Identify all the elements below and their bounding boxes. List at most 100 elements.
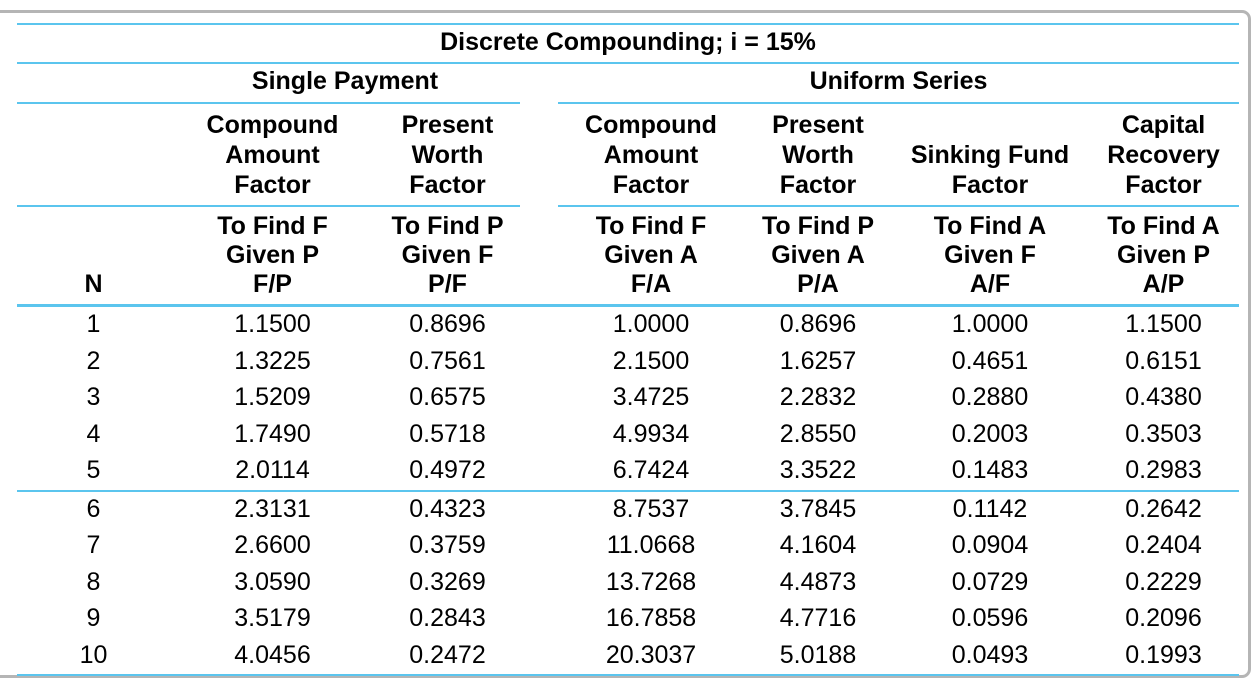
factor-header-fp: Compound Amount Factor [170,103,375,207]
cell-value: 0.2880 [951,383,1029,411]
cell-value: 3.7845 [779,494,857,523]
cell-value: 0.1142 [952,494,1028,523]
cell-value: 1.5209 [234,383,311,411]
cell-value: 0.0904 [951,531,1029,559]
cell-value: 0.2003 [951,419,1029,448]
table-row: 2 1.3225 0.7561 2.1500 1.6257 0.4651 0.6151 [17,344,1239,381]
cell-value: 0.0729 [951,567,1029,596]
cell-n: 5 [17,453,170,492]
cell-value: 2.6600 [234,531,311,559]
cell-value: 0.0493 [892,637,1088,676]
cell-value: 0.1483 [892,453,1088,492]
cell-value: 0.3269 [409,567,486,596]
cell-value: 2.0114 [170,453,375,492]
cell-n: 9 [86,604,101,632]
cell-value: 0.2472 [375,637,520,676]
find-gap [520,206,558,307]
compound-interest-table: Discrete Compounding; i = 15% Single Pay… [17,23,1240,676]
cell-value: 11.0668 [606,531,696,559]
cell-value: 2.3131 [234,494,311,523]
cell-value: 0.8696 [779,310,857,338]
factor-header-af: Sinking Fund Factor [892,103,1088,207]
cell-gap [520,637,558,676]
cell-value: 0.4323 [409,494,486,523]
to-find-row: N To Find F Given P F/P To Find P Given … [17,206,1240,307]
find-header-pf: To Find P Given F P/F [375,206,520,307]
cell-gap [520,528,558,565]
cell-value: 3.3522 [744,453,892,492]
cell-value: 2.1500 [612,346,690,375]
cell-value: 3.0590 [234,567,311,596]
cell-value: 0.2983 [1088,453,1240,492]
cell-n: 1 [86,310,101,338]
cell-gap [520,380,558,417]
factor-header-n-blank [17,103,170,207]
group-header-uniform-series: Uniform Series [558,63,1240,104]
factor-name-row: Compound Amount Factor Present Worth Fac… [17,103,1240,207]
group-header-single-payment: Single Payment [170,63,520,104]
factor-header-pf: Present Worth Factor [375,103,520,207]
cell-value: 1.6257 [779,346,857,375]
cell-n: 10 [17,637,170,676]
cell-n: 8 [86,567,101,596]
cell-value: 0.3503 [1125,419,1202,448]
table-row: 3 1.5209 0.6575 3.4725 2.2832 0.2880 0.4380 [17,380,1239,417]
factor-header-pa: Present Worth Factor [744,103,892,207]
cell-value: 0.0596 [951,604,1029,632]
table-row: 4 1.7490 0.5718 4.9934 2.8550 0.2003 0.3503 [17,417,1239,454]
cell-value: 2.8550 [779,419,857,448]
table-row: 7 2.6600 0.3759 11.0668 4.1604 0.0904 0.2404 [17,528,1239,565]
cell-value: 5.0188 [744,637,892,676]
group-header-n-underline [17,63,170,104]
table-row: 8 3.0590 0.3269 13.7268 4.4873 0.0729 0.2229 [17,565,1239,602]
cell-value: 0.5718 [409,419,486,448]
cell-value: 8.7537 [612,494,690,523]
factor-header-fa: Compound Amount Factor [558,103,744,207]
group-gap [520,63,558,103]
find-header-fa: To Find F Given A F/A [558,206,744,307]
cell-n: 6 [86,494,101,523]
cell-value: 0.4380 [1125,383,1202,411]
cell-value: 1.7490 [234,419,311,448]
cell-n: 2 [86,346,101,375]
cell-value: 0.4972 [375,453,520,492]
column-header-n: N [17,206,170,307]
cell-value: 3.5179 [234,604,311,632]
find-header-ap: To Find A Given P A/P [1088,206,1240,307]
cell-value: 4.7716 [779,604,857,632]
cell-value: 4.4873 [779,567,857,596]
cell-value: 1.3225 [234,346,311,375]
cell-gap [520,306,558,344]
table-row: 9 3.5179 0.2843 16.7858 4.7716 0.0596 0.2096 [17,601,1239,638]
factor-header-ap: Capital Recovery Factor [1088,103,1240,207]
cell-gap [520,417,558,454]
cell-value: 1.0000 [951,310,1029,338]
find-header-fp: To Find F Given P F/P [170,206,375,307]
cell-value: 0.6151 [1125,346,1202,375]
cell-value: 0.4651 [951,346,1029,375]
find-header-af: To Find A Given F A/F [892,206,1088,307]
cell-value: 1.0000 [612,310,690,338]
table-row: 10 4.0456 0.2472 20.3037 5.0188 0.0493 0.1993 [17,637,1240,676]
cell-gap [520,453,558,492]
cell-value: 4.0456 [170,637,375,676]
cell-value: 0.6575 [409,383,486,411]
cell-value: 0.2096 [1125,604,1202,632]
title-row: Discrete Compounding; i = 15% [17,23,1240,64]
cell-value: 6.7424 [558,453,744,492]
group-header-row: Single Payment Uniform Series [17,63,1240,104]
cell-gap [520,601,558,638]
cell-n: 3 [86,383,101,411]
cell-n: 4 [86,419,101,448]
cell-value: 0.8696 [409,310,486,338]
table-row: 5 2.0114 0.4972 6.7424 3.3522 0.1483 0.2983 [17,453,1240,492]
cell-value: 0.3759 [409,531,486,559]
cell-n: 7 [86,531,101,559]
cell-value: 13.7268 [605,567,697,596]
cell-value: 0.1993 [1088,637,1240,676]
cell-value: 1.1500 [234,310,311,338]
cell-value: 0.7561 [409,346,486,375]
cell-value: 1.1500 [1125,310,1202,338]
table-row: 6 2.3131 0.4323 8.7537 3.7845 0.1142 0.2642 [17,491,1239,529]
